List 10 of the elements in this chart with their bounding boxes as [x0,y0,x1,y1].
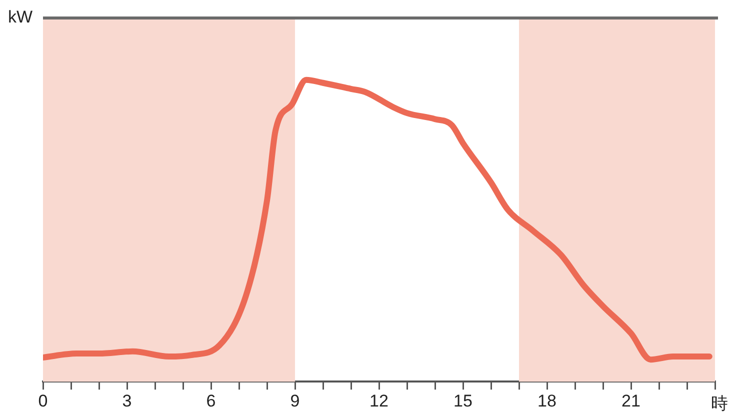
x-tick-label: 21 [622,391,640,410]
x-tick-label: 9 [290,391,300,410]
y-axis-title: kW [8,8,33,27]
x-tick-label: 18 [538,391,556,410]
x-tick-label: 0 [38,391,48,410]
x-tick-label: 15 [454,391,472,410]
x-tick-label: 6 [206,391,216,410]
x-axis-title: 時 [711,394,728,413]
x-tick-label: 3 [122,391,132,410]
x-tick-label: 12 [370,391,388,410]
